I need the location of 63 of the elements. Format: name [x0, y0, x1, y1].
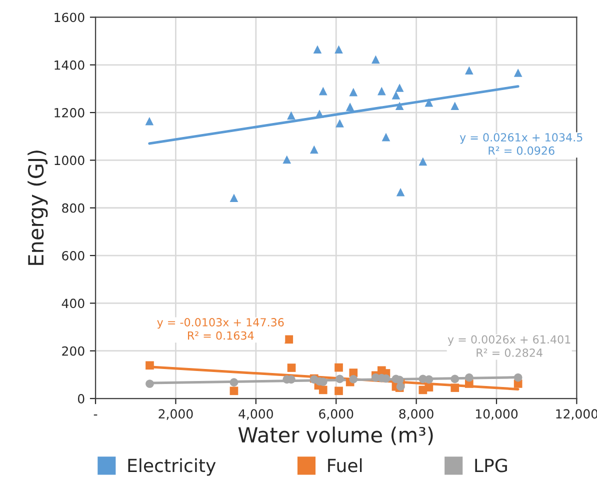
- point: [514, 373, 522, 382]
- point: [395, 102, 404, 110]
- x-tick-label: 6,000: [319, 409, 354, 420]
- point: [230, 386, 238, 396]
- point: [334, 363, 343, 372]
- point: [424, 98, 434, 107]
- legend-label: Fuel: [328, 458, 362, 472]
- point: [287, 364, 296, 372]
- point: [146, 361, 154, 370]
- point: [396, 188, 405, 196]
- point: [349, 375, 358, 384]
- point: [146, 380, 154, 388]
- point: [377, 86, 386, 96]
- point: [372, 55, 380, 64]
- x-tick-label: 10,000: [476, 409, 518, 420]
- annotation: y = 0.0261x + 1034.5 R² = 0.0926: [460, 133, 582, 155]
- point: [349, 88, 358, 96]
- y-tick-label: 200: [62, 346, 84, 356]
- y-tick-label: 600: [62, 251, 84, 260]
- legend-label: LPG: [475, 458, 507, 472]
- y-tick-label: 1600: [54, 12, 84, 22]
- y-tick-label: 0: [78, 394, 84, 404]
- annotation: y = -0.0103x + 147.36 R² = 0.1634: [157, 318, 284, 340]
- y-tick-label: 1000: [54, 156, 84, 166]
- point: [382, 132, 390, 142]
- y-tick-label: 1400: [54, 60, 84, 70]
- point: [287, 111, 296, 120]
- y-tick-label: 400: [62, 298, 84, 308]
- y-tick-label: 800: [62, 203, 84, 213]
- point: [318, 386, 328, 394]
- point: [313, 45, 322, 54]
- point: [282, 155, 292, 164]
- point: [284, 335, 294, 344]
- point: [450, 374, 460, 384]
- point: [418, 157, 428, 166]
- point: [424, 375, 434, 384]
- point: [392, 90, 400, 100]
- point: [315, 110, 324, 118]
- legend-label: Electricity: [128, 458, 216, 476]
- y-axis-title: Energy (GJ): [28, 150, 48, 265]
- point: [334, 386, 343, 396]
- point: [514, 68, 522, 77]
- point: [450, 384, 460, 392]
- point: [395, 84, 404, 92]
- point: [318, 86, 328, 96]
- point: [334, 45, 343, 54]
- point: [464, 66, 474, 75]
- point: [336, 374, 344, 384]
- x-axis-title: Water volume (m³): [238, 426, 433, 446]
- point: [336, 119, 344, 128]
- point: [230, 378, 238, 386]
- point: [346, 102, 354, 111]
- point: [230, 194, 238, 202]
- x-tick-label: 2,000: [158, 409, 193, 420]
- point: [310, 145, 318, 154]
- x-tick-label: 4,000: [238, 409, 273, 420]
- annotation: y = 0.0026x + 61.401 R² = 0.2824: [448, 335, 570, 357]
- y-tick-label: 1200: [54, 108, 84, 118]
- point: [450, 102, 460, 110]
- point: [464, 373, 474, 382]
- x-tick-label: -: [94, 414, 98, 416]
- point: [145, 116, 154, 126]
- x-tick-label: 8,000: [399, 409, 434, 420]
